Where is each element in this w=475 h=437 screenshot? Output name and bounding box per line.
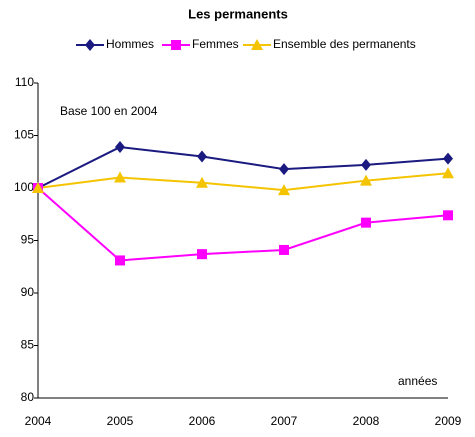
legend-marker — [251, 39, 263, 50]
series-line — [37, 146, 449, 189]
marker — [361, 158, 371, 171]
marker — [115, 141, 125, 154]
x-tick-label: 2008 — [353, 414, 380, 428]
marker — [360, 174, 372, 186]
legend-label: Ensemble des permanents — [273, 37, 416, 51]
y-tick-label: 95 — [21, 233, 35, 247]
annotation: Base 100 en 2004 — [60, 104, 158, 118]
x-tick-label: 2009 — [435, 414, 462, 428]
y-tick-label: 85 — [21, 338, 35, 352]
x-tick-label: 2004 — [25, 414, 52, 428]
x-tick-label: 2005 — [107, 414, 134, 428]
marker — [196, 176, 208, 188]
marker — [115, 255, 125, 266]
series-line — [37, 172, 449, 192]
marker — [197, 150, 207, 163]
legend-marker — [85, 39, 95, 51]
marker — [197, 249, 207, 260]
marker — [278, 184, 290, 196]
y-tick-label: 105 — [14, 128, 34, 142]
y-tick-label: 110 — [15, 75, 34, 89]
legend-label: Hommes — [106, 37, 154, 51]
marker — [279, 163, 289, 176]
series-line — [37, 187, 449, 262]
marker — [443, 210, 453, 221]
y-tick-label: 90 — [21, 285, 35, 299]
marker — [279, 244, 289, 255]
marker — [361, 217, 371, 228]
y-tick-label: 100 — [14, 180, 34, 194]
x-tick-label: 2006 — [189, 414, 216, 428]
marker — [443, 152, 453, 165]
marker — [114, 171, 126, 183]
x-tick-label: 2007 — [271, 414, 298, 428]
annotation: années — [398, 374, 437, 388]
marker — [442, 167, 454, 179]
legend-marker — [171, 40, 181, 50]
marker — [32, 182, 44, 193]
legend-label: Femmes — [192, 37, 239, 51]
chart-title: Les permanents — [188, 6, 288, 21]
y-tick-label: 80 — [21, 390, 35, 404]
